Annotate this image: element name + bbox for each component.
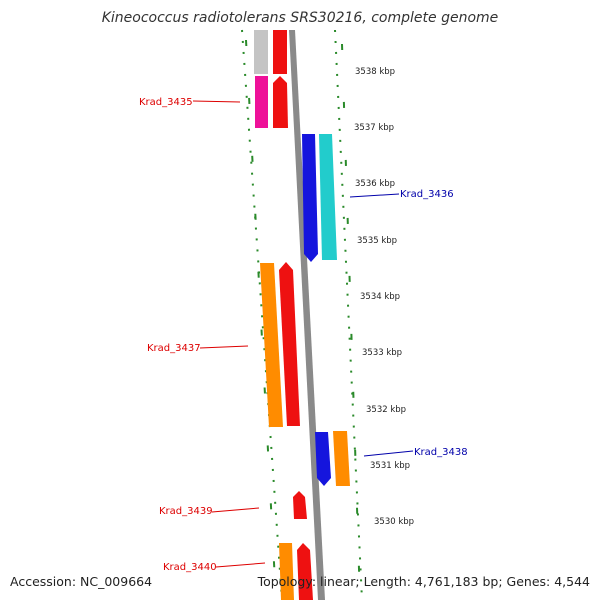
- gene-gray-top[interactable]: [254, 30, 268, 74]
- gene-label-3440[interactable]: Krad_3440: [163, 562, 217, 573]
- label-leader-3439: [211, 507, 260, 513]
- gene-orange-3440[interactable]: [279, 543, 294, 600]
- gene-label-3438[interactable]: Krad_3438: [414, 447, 468, 458]
- map-title: Kineococcus radiotolerans SRS30216, comp…: [101, 10, 499, 26]
- accession-text: Accession: NC_009664: [10, 574, 153, 589]
- tick-label: 3533 kbp: [362, 348, 402, 358]
- tick-label: 3531 kbp: [370, 461, 410, 471]
- gene-cyan[interactable]: [319, 134, 337, 260]
- tick-label: 3537 kbp: [354, 123, 394, 133]
- tick-label: 3535 kbp: [357, 236, 397, 246]
- left-boundary-dashes: [245, 39, 277, 600]
- tick-label: 3538 kbp: [355, 67, 395, 77]
- gene-red-3439[interactable]: [293, 491, 307, 519]
- gene-label-3435[interactable]: Krad_3435: [139, 97, 193, 108]
- label-leader-3438: [363, 450, 414, 457]
- right-boundary-line: [334, 29, 363, 600]
- label-leader-3435: [192, 100, 241, 103]
- gene-red-3435[interactable]: [273, 76, 288, 128]
- label-leader-3436: [349, 193, 400, 198]
- backbone-line: [289, 30, 325, 600]
- label-leader-3437: [199, 345, 249, 349]
- gene-red-3440[interactable]: [297, 543, 313, 600]
- gene-orange-3438[interactable]: [333, 431, 350, 486]
- gene-orange-3437[interactable]: [260, 263, 283, 427]
- gene-label-3439[interactable]: Krad_3439: [159, 506, 213, 517]
- gene-blue-3438[interactable]: [315, 432, 331, 486]
- tick-label: 3536 kbp: [355, 179, 395, 189]
- gene-red-3437[interactable]: [279, 262, 300, 426]
- tick-label: 3534 kbp: [360, 292, 400, 302]
- tick-label: 3532 kbp: [366, 405, 406, 415]
- label-leader-3440: [215, 562, 266, 568]
- tick-label: 3530 kbp: [374, 517, 414, 527]
- gene-blue-3436[interactable]: [302, 134, 318, 262]
- genome-info-text: Topology: linear; Length: 4,761,183 bp; …: [257, 574, 590, 589]
- gene-magenta[interactable]: [255, 76, 268, 128]
- gene-red-top[interactable]: [273, 30, 287, 74]
- gene-label-3436[interactable]: Krad_3436: [400, 189, 454, 200]
- gene-label-3437[interactable]: Krad_3437: [147, 343, 201, 354]
